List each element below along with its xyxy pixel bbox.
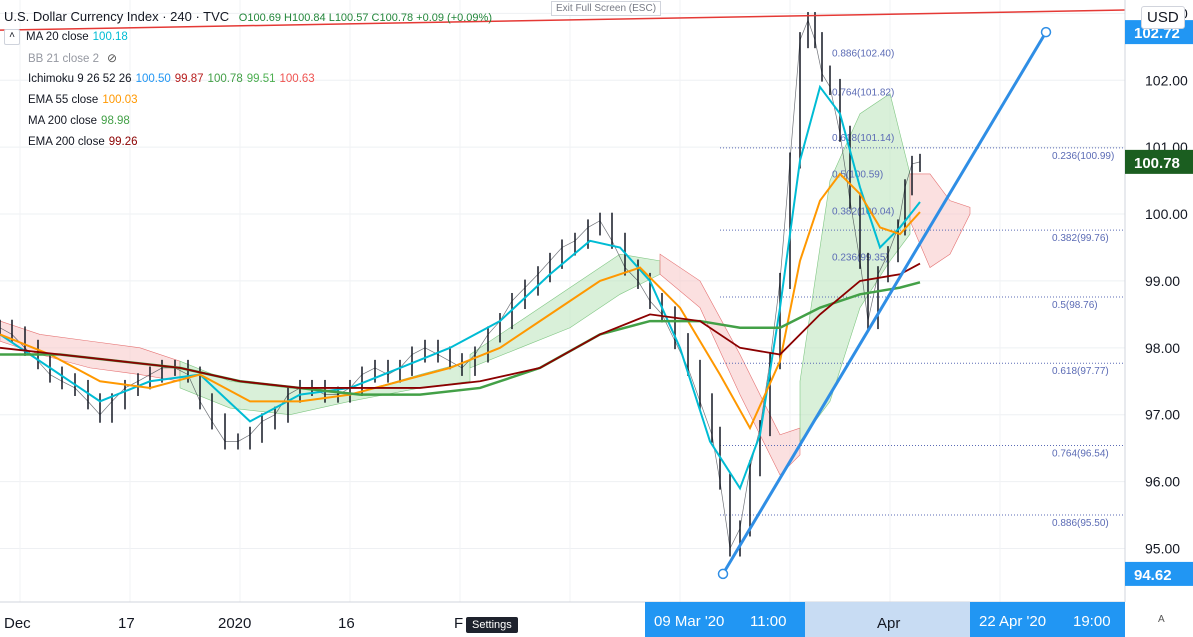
- ohlc-values: O100.69 H100.84 L100.57 C100.78 +0.09 (+…: [238, 12, 492, 24]
- series-ma-20-close: [0, 84, 921, 491]
- settings-tooltip: Settings: [466, 617, 518, 633]
- trend-line-handle: [1040, 26, 1052, 38]
- indicator-value: 98.98: [101, 115, 130, 127]
- time-range-highlight: [645, 602, 805, 637]
- collapse-icon[interactable]: ˄: [4, 28, 20, 45]
- indicator-name: EMA 200 close: [28, 136, 105, 148]
- indicator-name: BB 21 close 2: [28, 53, 99, 65]
- indicator-rows: ˄ MA 20 close 100.18 BB 21 close 2 ⊘ Ichimoku…: [4, 27, 492, 153]
- indicator-value: 99.87: [174, 73, 204, 85]
- indicator-value: 100.03: [102, 94, 138, 106]
- fib-level-label: 0.5(98.76): [1052, 300, 1098, 311]
- time-tick-label: 16: [338, 615, 355, 632]
- legend-row[interactable]: BB 21 close 2 ⊘: [4, 48, 492, 69]
- time-highlight-label: 19:00: [1073, 613, 1111, 630]
- legend-row[interactable]: EMA 55 close 100.03: [4, 90, 492, 111]
- price-marker-label: 94.62: [1134, 567, 1172, 584]
- legend-row[interactable]: EMA 200 close 99.26: [4, 132, 492, 153]
- price-tick-label: 97.00: [1145, 407, 1180, 423]
- time-tick-label: F: [454, 615, 463, 632]
- fib-upper-label: 0.382(100.04): [832, 206, 894, 217]
- price-tick-label: 95.00: [1145, 540, 1180, 556]
- fib-upper-label: 0.886(102.40): [832, 49, 894, 60]
- price-axis: [1125, 0, 1193, 637]
- fib-level-label: 0.236(100.99): [1052, 151, 1114, 162]
- time-highlight-label: 09 Mar '20: [654, 613, 724, 630]
- cloud-segment: [799, 93, 911, 443]
- series-ema-200-close: [0, 262, 921, 389]
- trend-line-handle: [717, 568, 729, 580]
- price-tick-label: 99.00: [1145, 273, 1180, 289]
- symbol-title[interactable]: U.S. Dollar Currency Index · 240 · TVC: [4, 9, 230, 24]
- price-marker-bg: [1125, 561, 1193, 586]
- legend-row[interactable]: Ichimoku 9 26 52 26 100.50 99.87 100.78 99.5…: [4, 69, 492, 90]
- currency-label[interactable]: USD: [1141, 6, 1185, 29]
- fib-level-label: 0.886(95.50): [1052, 518, 1109, 529]
- price-tick-label: 96.00: [1145, 474, 1180, 490]
- fib-upper-label: 0.618(101.14): [832, 133, 894, 144]
- auto-scale-button[interactable]: A: [1158, 614, 1165, 625]
- cloud-segment: [909, 173, 971, 269]
- series-ema-55-close: [0, 172, 921, 431]
- price-marker-label: 102.72: [1134, 25, 1180, 42]
- fib-level-label: 0.764(96.54): [1052, 448, 1109, 459]
- indicator-value: 100.50: [135, 73, 171, 85]
- cloud-segment: [659, 253, 801, 476]
- time-highlight-label: 22 Apr '20: [979, 613, 1046, 630]
- grid: [0, 0, 1125, 602]
- price-marker-label: 100.78: [1134, 155, 1180, 172]
- exit-fullscreen-button[interactable]: Exit Full Screen (ESC): [551, 1, 662, 16]
- trend-line: [721, 31, 1048, 575]
- hidden-eye-icon[interactable]: ⊘: [106, 51, 118, 65]
- indicator-value: 99.26: [108, 136, 138, 148]
- indicator-value: 100.63: [279, 73, 315, 85]
- price-tick-label: 102.00: [1145, 72, 1188, 88]
- time-tick-label: 17: [118, 615, 135, 632]
- resistance-line: [0, 9, 1126, 31]
- legend-title-row: U.S. Dollar Currency Index · 240 · TVC O…: [4, 6, 492, 27]
- time-range-band: [805, 602, 970, 637]
- series-lines: [0, 12, 921, 557]
- price-tick-label: 100.00: [1145, 206, 1188, 222]
- time-highlight-label: 11:00: [750, 613, 786, 630]
- legend-row[interactable]: ˄ MA 20 close 100.18: [4, 27, 492, 48]
- legend-row[interactable]: MA 200 close 98.98: [4, 111, 492, 132]
- indicator-legend: U.S. Dollar Currency Index · 240 · TVC O…: [4, 6, 492, 153]
- indicator-name: Ichimoku 9 26 52 26: [28, 73, 132, 85]
- indicator-name: MA 200 close: [28, 115, 98, 127]
- time-tick-label: Dec: [4, 615, 31, 632]
- time-tick-label: Apr: [877, 615, 900, 632]
- time-range-highlight: [970, 602, 1125, 637]
- indicator-value: 100.18: [92, 31, 128, 43]
- fib-level-label: 0.382(99.76): [1052, 233, 1109, 244]
- drawings[interactable]: [0, 9, 1126, 580]
- indicator-value: 99.51: [246, 73, 276, 85]
- indicator-name: MA 20 close: [26, 31, 89, 43]
- fib-level-label: 0.618(97.77): [1052, 366, 1109, 377]
- price-tick-label: 98.00: [1145, 340, 1180, 356]
- indicator-name: EMA 55 close: [28, 94, 99, 106]
- time-tick-label: 2020: [218, 615, 251, 632]
- indicator-value: 100.78: [207, 73, 243, 85]
- fib-upper-label: 0.764(101.82): [832, 87, 894, 98]
- price-marker-bg: [1125, 149, 1193, 174]
